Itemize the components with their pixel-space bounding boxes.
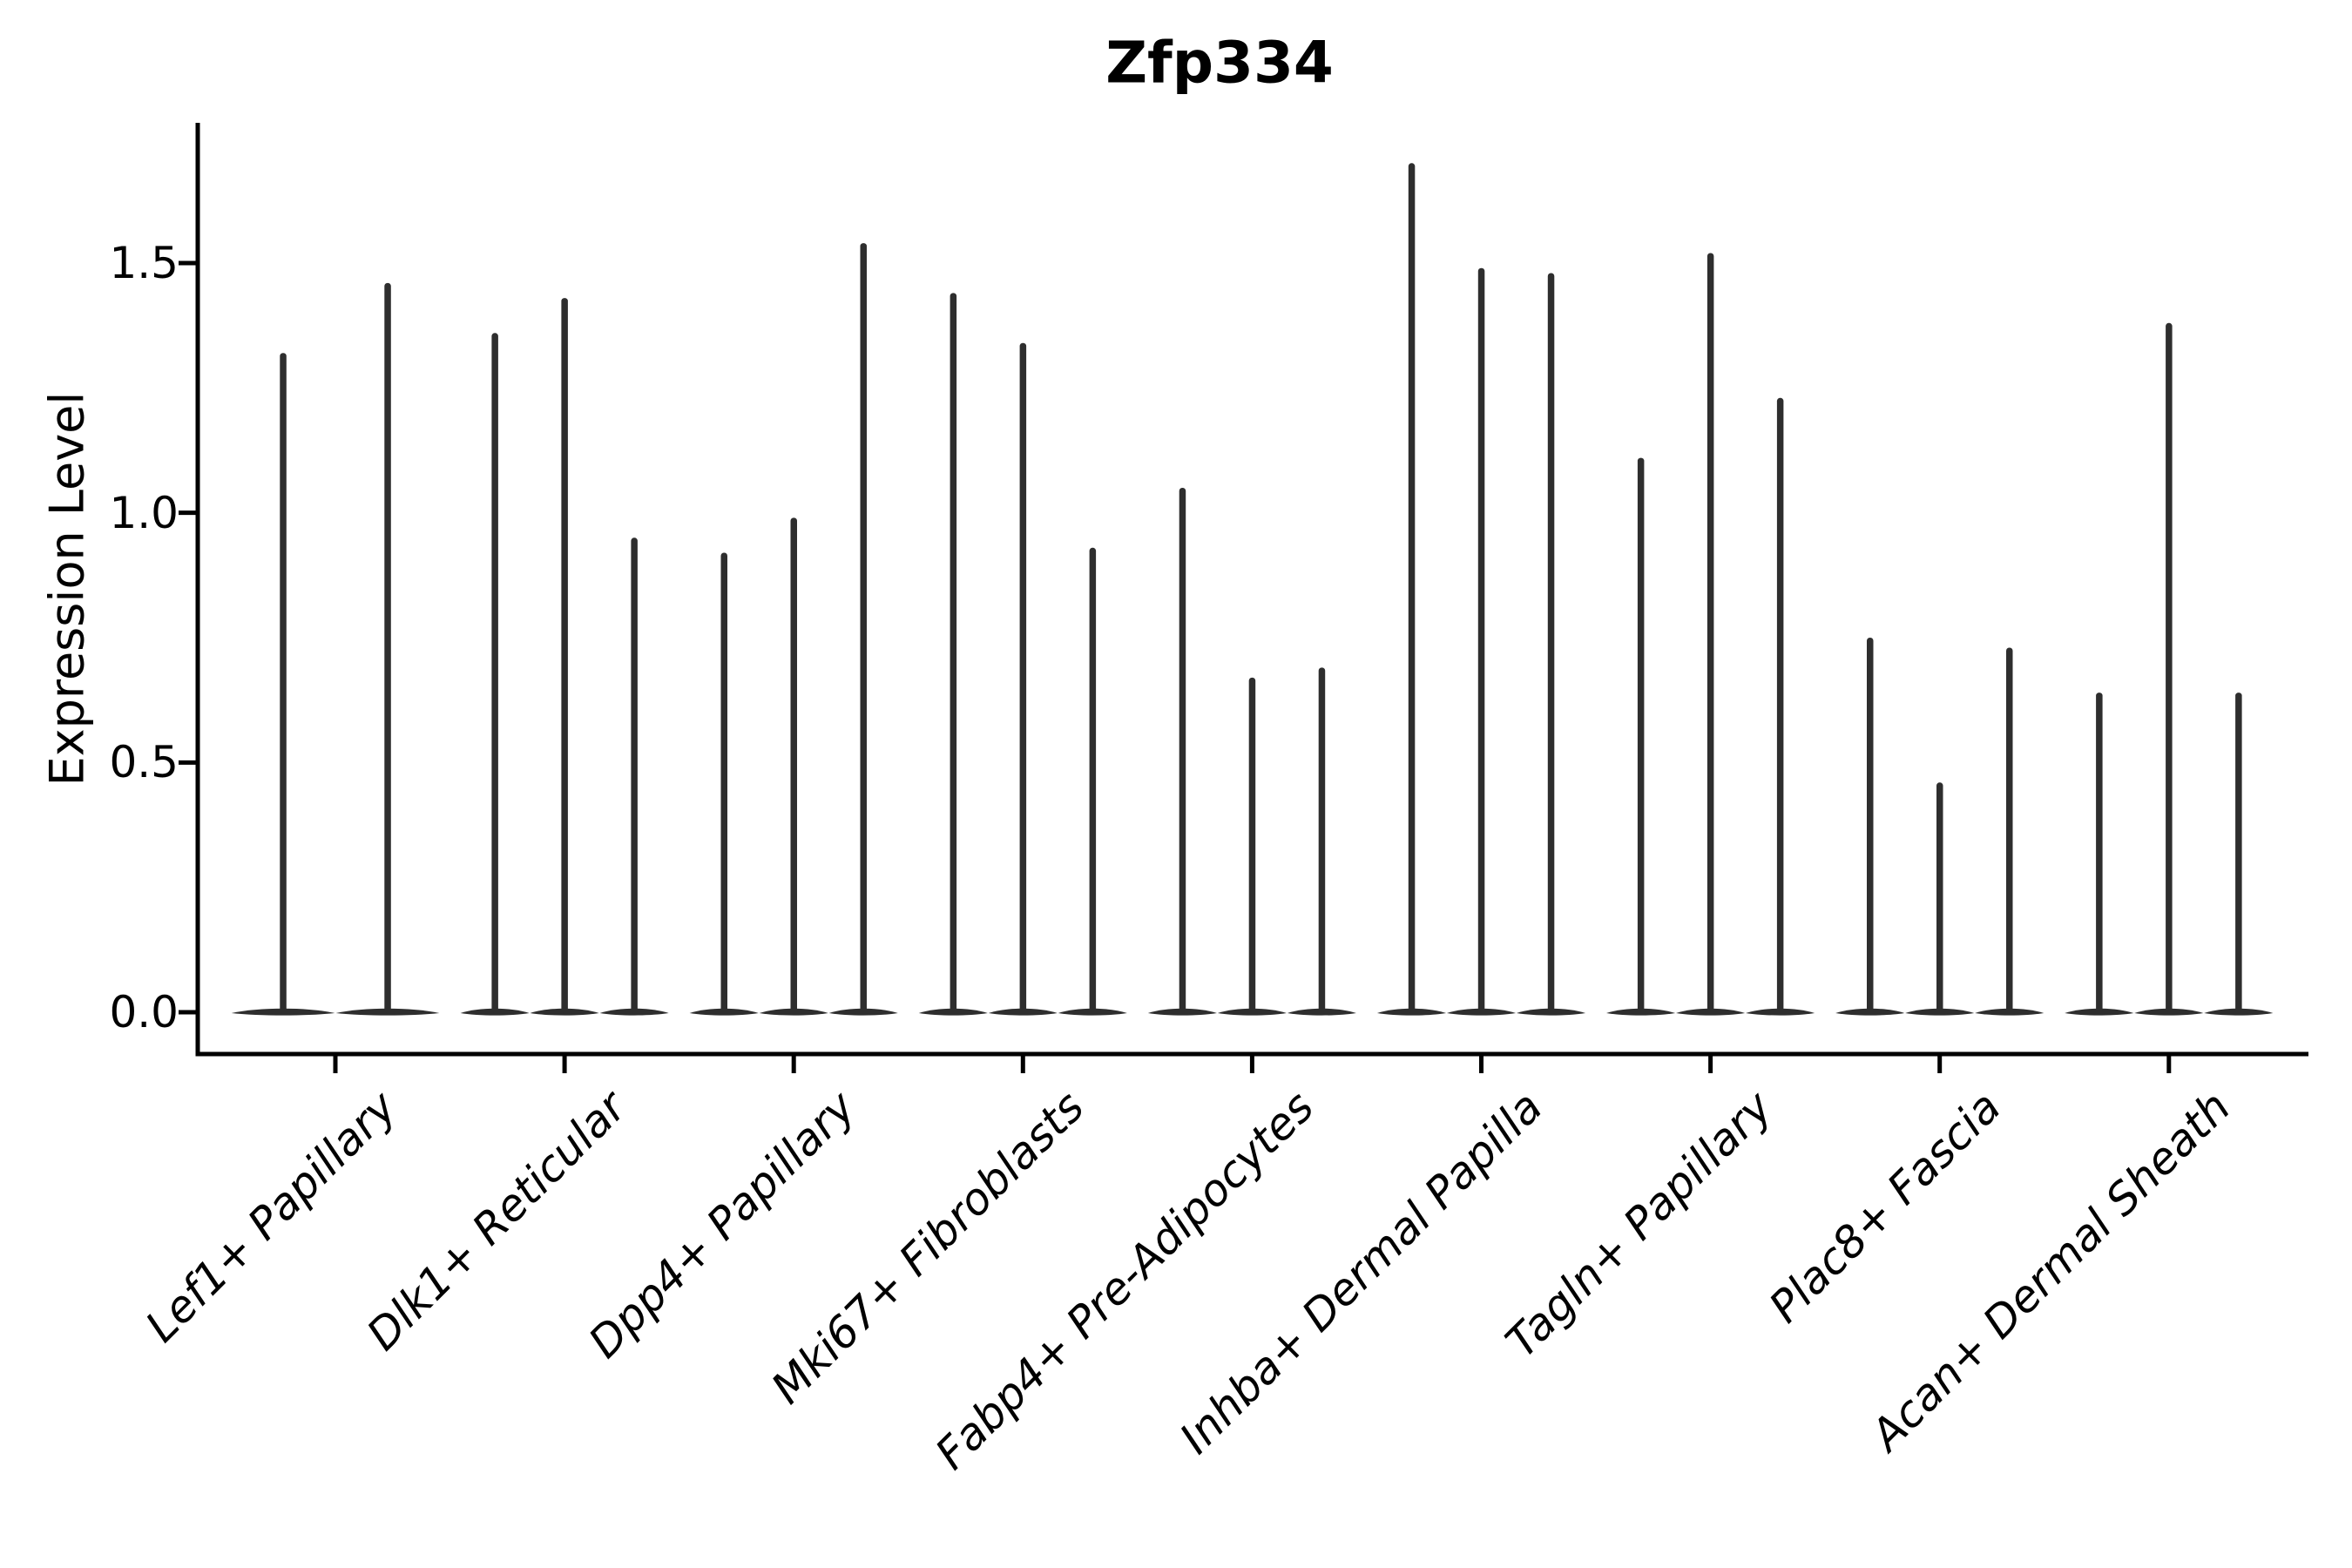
- y-axis-label: Expression Level: [39, 391, 95, 787]
- violin-spike: [631, 537, 638, 1013]
- violin-spike: [1019, 342, 1027, 1013]
- violin-spike: [1867, 638, 1874, 1013]
- violin-spike: [1547, 273, 1555, 1013]
- violin-spike: [561, 298, 568, 1014]
- violin-spike: [1179, 488, 1186, 1013]
- chart-title: Zfp334: [1105, 29, 1334, 97]
- y-tick-label: 1.5: [109, 238, 179, 288]
- violin-spike: [280, 353, 287, 1013]
- violin-spike: [1318, 667, 1326, 1013]
- y-tick-label: 1.0: [109, 487, 179, 538]
- violin-spike: [2166, 322, 2173, 1013]
- violin-spike: [2006, 647, 2013, 1013]
- violin-spike: [1776, 397, 1784, 1013]
- violin-spike: [1637, 457, 1645, 1013]
- violin-spike: [491, 333, 498, 1013]
- violin-spike: [384, 282, 391, 1013]
- violin-spike: [1248, 677, 1256, 1013]
- y-tick-label: 0.5: [109, 737, 179, 788]
- violin-spike: [2096, 693, 2103, 1013]
- violin-spike: [950, 293, 957, 1013]
- violin-spike: [1936, 782, 1943, 1013]
- violin-spike: [1707, 253, 1714, 1013]
- y-tick-label: 0.0: [109, 987, 179, 1037]
- violin-spike: [2235, 693, 2242, 1013]
- violin-spike: [1408, 163, 1416, 1014]
- violin-spike: [720, 552, 727, 1013]
- violin-spike: [1477, 267, 1485, 1013]
- violin-spike: [1089, 547, 1097, 1013]
- violin-spike: [790, 517, 797, 1013]
- violin-spike: [860, 243, 867, 1014]
